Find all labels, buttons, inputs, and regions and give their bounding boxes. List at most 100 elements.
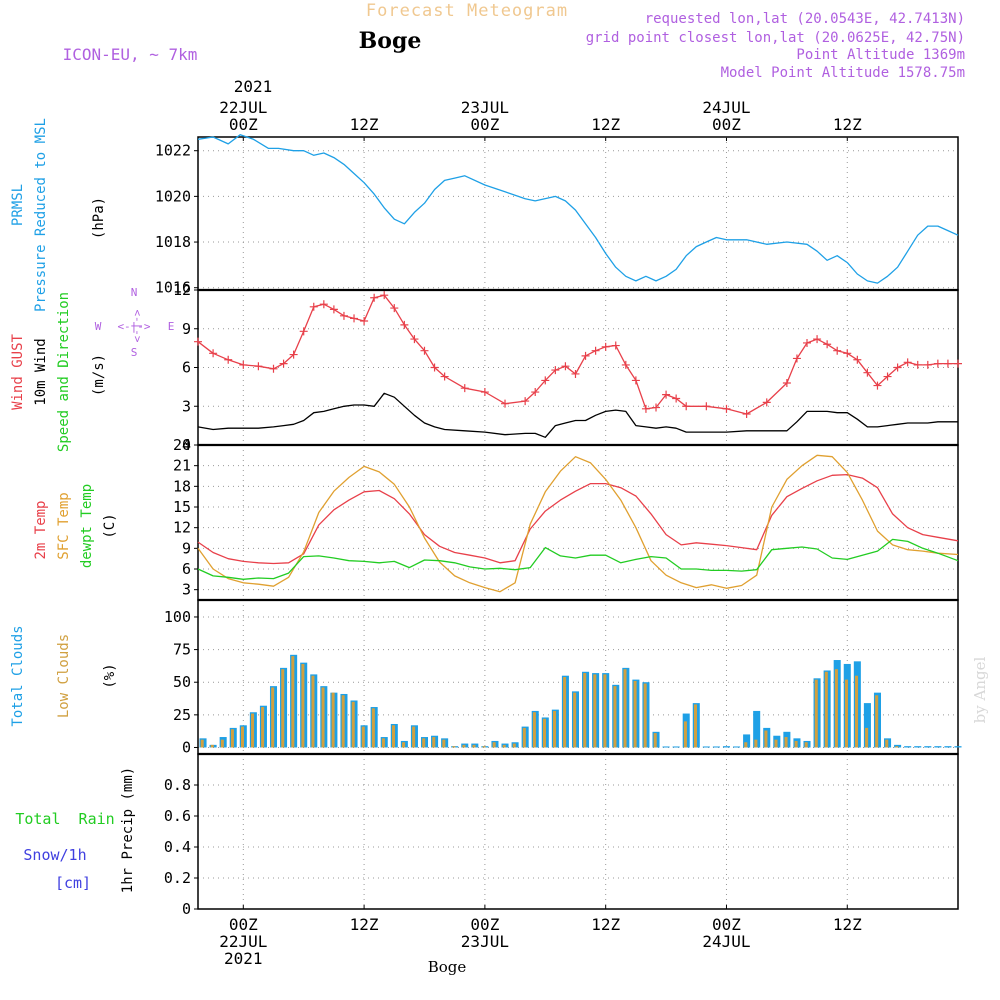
wind-dir-label: Speed and Direction bbox=[56, 292, 72, 452]
gust-marker bbox=[239, 360, 248, 369]
gust-marker bbox=[329, 305, 338, 314]
bottom-time-label: 23JUL bbox=[461, 932, 509, 951]
y-tick-label: 1016 bbox=[155, 279, 191, 297]
gust-marker bbox=[430, 363, 439, 372]
gust-marker bbox=[601, 342, 610, 351]
low-cloud-bar bbox=[573, 692, 577, 748]
wind-10m-label: 10m Wind bbox=[33, 338, 49, 405]
top-time-label: 22JUL bbox=[219, 98, 267, 117]
gust-marker bbox=[631, 376, 640, 385]
gust-marker bbox=[521, 397, 530, 406]
y-tick-label: 50 bbox=[173, 673, 191, 691]
total-cloud-bar bbox=[934, 746, 942, 748]
grid-point-coords: grid point closest lon,lat (20.0625E, 42… bbox=[586, 30, 965, 46]
gust-marker bbox=[339, 311, 348, 320]
low-cloud-bar bbox=[633, 680, 637, 748]
top-time-label: 12Z bbox=[833, 115, 862, 134]
wind-labels: Wind GUST 10m Wind Speed and Direction (… bbox=[10, 286, 174, 452]
total-clouds-label: Total Clouds bbox=[10, 625, 26, 726]
total-cloud-bar bbox=[944, 746, 952, 748]
temp-unit: (C) bbox=[102, 513, 118, 538]
requested-coords: requested lon,lat (20.0543E, 42.7413N) bbox=[645, 11, 965, 27]
gust-marker bbox=[531, 388, 540, 397]
y-tick-label: 1020 bbox=[155, 187, 191, 205]
gust-marker bbox=[652, 403, 661, 412]
gust-marker bbox=[702, 402, 711, 411]
gust-marker bbox=[813, 335, 822, 344]
y-tick-label: 3 bbox=[182, 397, 191, 415]
low-cloud-bar bbox=[331, 692, 335, 748]
y-tick-label: 100 bbox=[164, 608, 191, 626]
y-tick-label: 15 bbox=[173, 498, 191, 516]
wind-gust-label: Wind GUST bbox=[10, 334, 26, 410]
y-tick-label: 0.8 bbox=[164, 776, 191, 794]
gust-marker bbox=[194, 337, 202, 346]
wind-10m-line bbox=[197, 392, 958, 438]
gust-marker bbox=[501, 399, 510, 408]
snow-cm-label: [cm] bbox=[55, 874, 91, 892]
cloud-labels: Total Clouds Low Clouds (%) bbox=[10, 625, 118, 726]
gust-marker bbox=[903, 358, 912, 367]
compass-e: E bbox=[168, 320, 175, 333]
sfc-temp-line bbox=[197, 454, 959, 593]
low-cloud-bar bbox=[381, 738, 385, 748]
low-cloud-bar bbox=[200, 739, 204, 748]
low-cloud-bar bbox=[240, 726, 245, 748]
low-cloud-bar bbox=[432, 737, 436, 748]
top-time-label: 12Z bbox=[350, 115, 379, 134]
total-rain-label: Total Rain bbox=[15, 810, 114, 828]
location-name: Boge bbox=[359, 28, 422, 54]
year-label: 2021 bbox=[234, 77, 273, 96]
top-time-label: 00Z bbox=[470, 115, 499, 134]
total-cloud-bar bbox=[914, 746, 922, 748]
y-tick-label: 75 bbox=[173, 641, 191, 659]
low-cloud-bar bbox=[895, 746, 899, 748]
gust-marker bbox=[309, 302, 318, 311]
total-cloud-bar bbox=[894, 744, 902, 748]
gust-marker bbox=[360, 317, 369, 325]
low-cloud-bar bbox=[351, 701, 355, 748]
prmsl-desc-label: Pressure Reduced to MSL bbox=[33, 118, 49, 312]
gust-marker bbox=[440, 372, 449, 381]
temp-labels: 2m Temp SFC Temp dewpt Temp (C) bbox=[33, 484, 118, 568]
low-cloud-bar bbox=[361, 726, 365, 748]
low-cloud-bar bbox=[442, 739, 446, 748]
compass-ns-arrow: <-|-> bbox=[131, 309, 144, 342]
low-cloud-bar bbox=[522, 727, 526, 748]
temp2m-line bbox=[197, 473, 959, 565]
precip-labels: Total Rain Snow/1h [cm] 1hr Precip (mm) bbox=[15, 767, 136, 893]
bottom-time-label: 2021 bbox=[224, 949, 263, 968]
gust-marker bbox=[883, 372, 892, 381]
y-tick-label: 12 bbox=[173, 519, 191, 537]
low-cloud-bar bbox=[492, 742, 496, 748]
low-cloud-bar bbox=[553, 710, 557, 748]
gust-marker bbox=[299, 327, 308, 336]
gust-marker bbox=[853, 355, 862, 364]
total-cloud-bar bbox=[924, 746, 932, 748]
gust-marker bbox=[722, 404, 731, 413]
panel-frame bbox=[197, 753, 959, 910]
low-cloud-bar bbox=[875, 695, 879, 748]
y-tick-label: 1018 bbox=[155, 233, 191, 251]
gust-marker bbox=[943, 359, 952, 368]
gust-marker bbox=[762, 398, 771, 407]
precip-unit: 1hr Precip (mm) bbox=[120, 767, 136, 893]
temp2m-label: 2m Temp bbox=[33, 500, 49, 559]
total-cloud-bar bbox=[712, 746, 720, 748]
gust-marker bbox=[863, 368, 872, 377]
y-tick-label: 9 bbox=[182, 539, 191, 557]
gust-marker bbox=[254, 362, 263, 371]
low-cloud-bar bbox=[754, 739, 758, 748]
low-cloud-bar bbox=[563, 677, 567, 748]
low-cloud-bar bbox=[885, 739, 889, 748]
gust-marker bbox=[893, 363, 902, 372]
wind-gust-line bbox=[197, 294, 958, 415]
gust-marker bbox=[742, 410, 751, 418]
gust-marker bbox=[561, 362, 570, 371]
gust-marker bbox=[289, 350, 298, 359]
total-cloud-bar bbox=[954, 746, 962, 748]
bottom-time-label: 00Z bbox=[470, 915, 499, 934]
y-tick-label: 18 bbox=[173, 477, 191, 495]
chart-title: Forecast Meteogram bbox=[366, 1, 568, 21]
